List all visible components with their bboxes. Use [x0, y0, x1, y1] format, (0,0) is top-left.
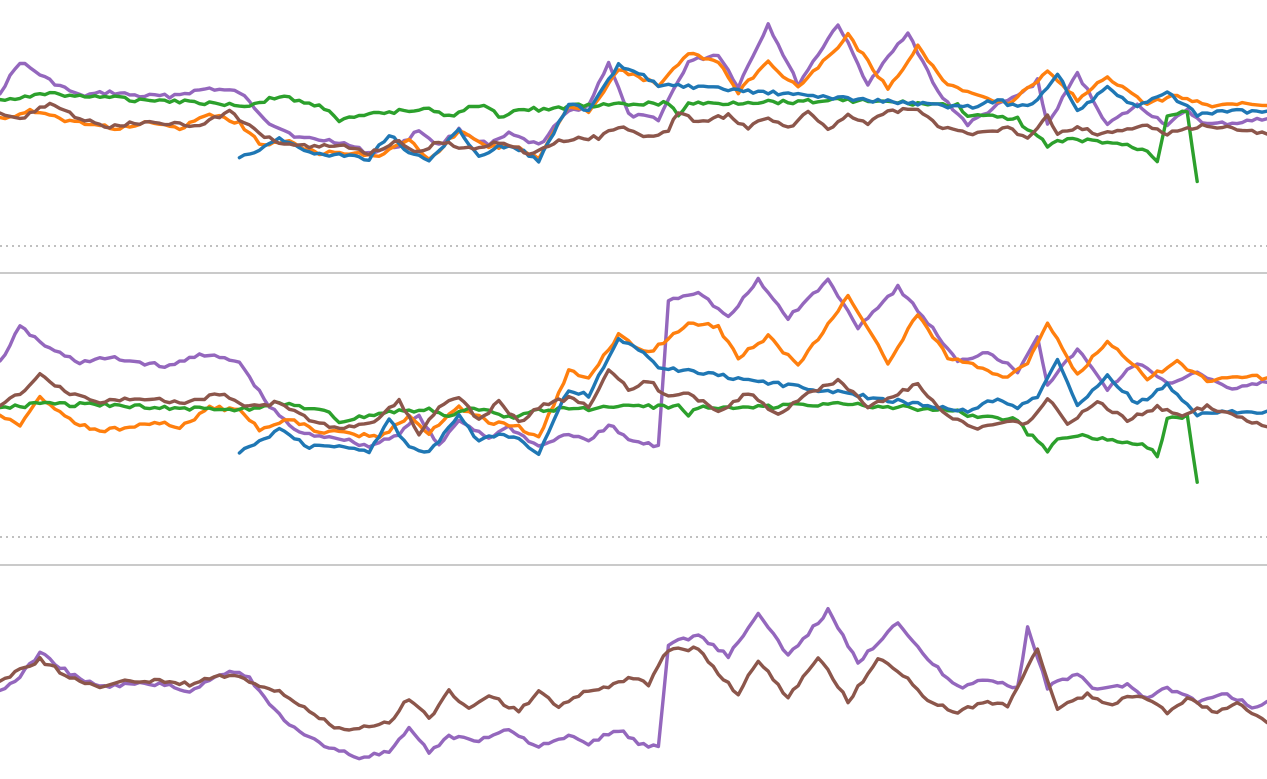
series-line-green — [0, 90, 1199, 184]
series-line-brown — [0, 368, 1267, 437]
series-line-brown — [0, 645, 1267, 732]
series-line-brown — [0, 101, 1267, 157]
series-line-blue — [237, 62, 1267, 164]
series-line-purple — [0, 22, 1267, 155]
chart-panel-2 — [0, 276, 1267, 566]
series-line-purple — [0, 276, 1267, 449]
series-line-purple — [0, 606, 1267, 761]
series-line-green — [0, 399, 1199, 484]
chart-panel-3 — [0, 606, 1267, 761]
series-line-blue — [237, 336, 1267, 456]
chart-panel-1 — [0, 22, 1267, 274]
